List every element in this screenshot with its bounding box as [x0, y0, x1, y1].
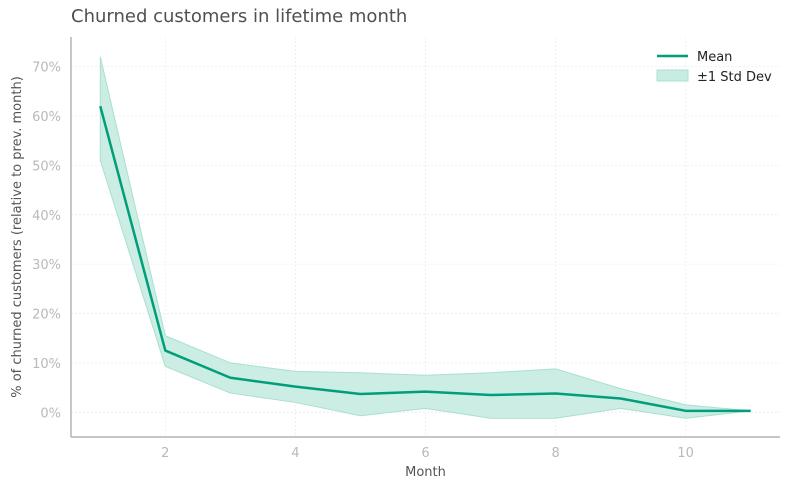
y-tick-label: 0% [40, 406, 61, 421]
legend-std-dev-swatch [656, 69, 689, 82]
y-tick-label: 30% [32, 258, 61, 273]
mean-line-layer [99, 105, 751, 413]
x-tick-label: 8 [551, 446, 559, 461]
y-axis-label: % of churned customers (relative to prev… [10, 76, 25, 398]
y-tick-label: 60% [32, 110, 61, 125]
y-tick-label: 70% [32, 61, 61, 76]
x-tick-label: 2 [161, 446, 169, 461]
legend: Mean ±1 Std Dev [656, 50, 772, 85]
y-tick-label: 50% [32, 159, 61, 174]
y-tick-label: 40% [32, 209, 61, 224]
legend-mean-label: Mean [697, 50, 732, 65]
x-axis-label: Month [405, 465, 446, 480]
chart-title: Churned customers in lifetime month [71, 6, 408, 27]
mean-line [99, 105, 751, 413]
legend-std-dev-label: ±1 Std Dev [697, 70, 772, 85]
y-tick-labels: 0% 10% 20% 30% 40% 50% 60% 70% [32, 61, 61, 422]
std-dev-band-layer [99, 56, 751, 419]
x-tick-label: 4 [291, 446, 299, 461]
y-tick-label: 20% [32, 308, 61, 323]
axes [70, 37, 780, 438]
std-dev-band [99, 56, 751, 419]
y-tick-label: 10% [32, 357, 61, 372]
x-tick-label: 10 [677, 446, 694, 461]
x-tick-label: 6 [421, 446, 429, 461]
x-tick-labels: 2 4 6 8 10 [161, 446, 694, 461]
